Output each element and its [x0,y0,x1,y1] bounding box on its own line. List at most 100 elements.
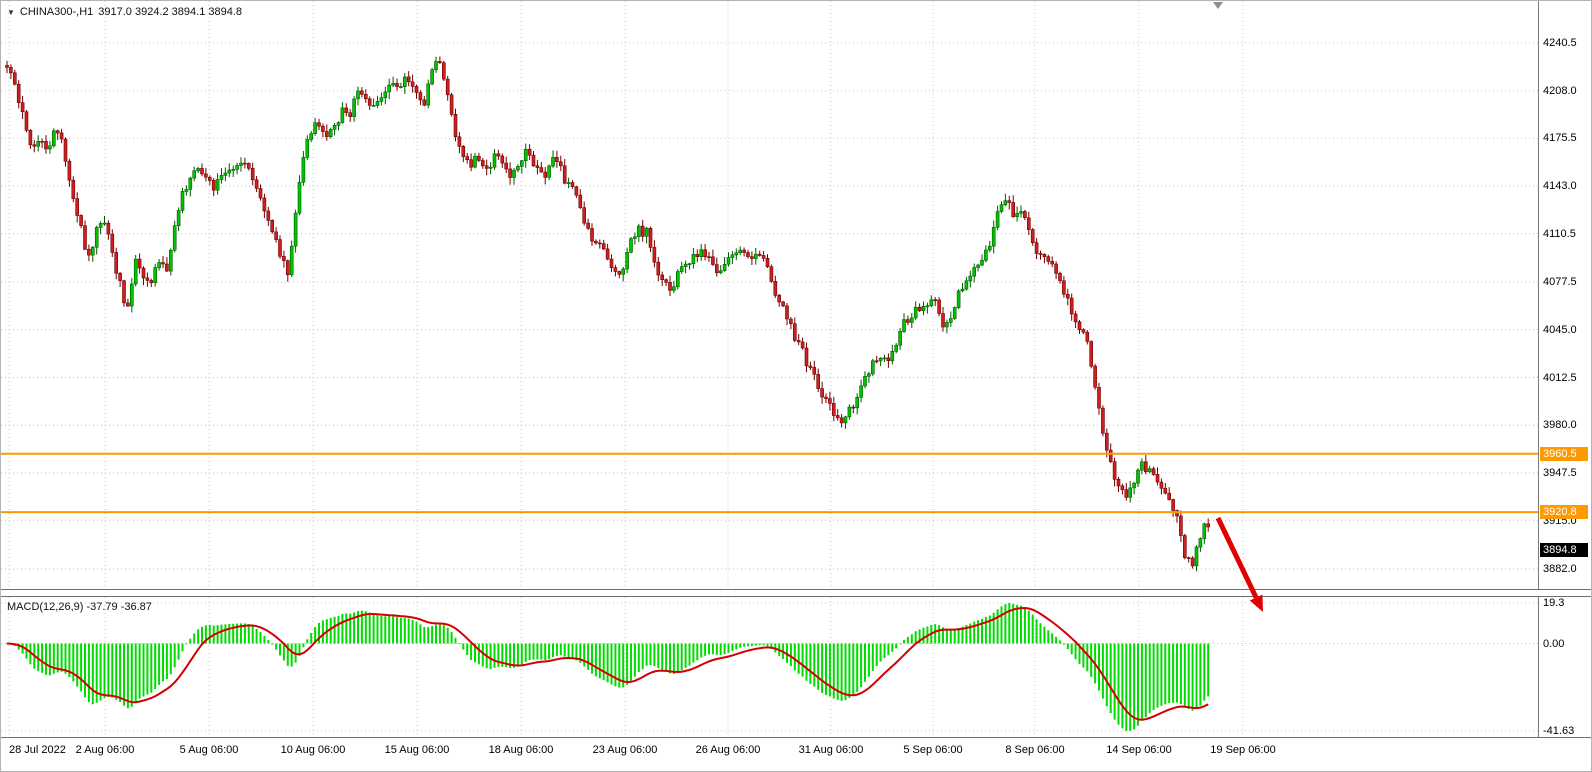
candle-body [555,157,559,163]
macd-bar [825,643,827,695]
macd-bar [224,624,227,644]
time-tick-label: 23 Aug 06:00 [592,744,658,756]
candle-body [67,160,72,181]
macd-bar [918,629,921,644]
candle-body [133,258,138,285]
candle-body [5,65,9,68]
macd-bar [466,643,469,655]
candle-body [617,271,622,275]
candle-body [855,396,860,409]
candle-body [925,305,930,308]
candle-body [828,398,832,404]
candle-body [605,248,610,260]
candle-body [239,162,243,166]
macd-bar [653,643,656,667]
candle-body [906,319,910,323]
candle-body [180,191,185,211]
candle-body [691,254,696,264]
candle-body [434,61,438,70]
candle-body [543,171,548,178]
symbol-dropdown-icon[interactable]: ▼ [7,7,15,17]
macd-bar [1105,643,1108,707]
macd-bar [333,616,336,644]
candle-body [831,403,836,416]
candle-body [1116,478,1121,487]
candle-body [313,122,317,134]
chart-shift-marker-icon[interactable] [1213,2,1223,9]
macd-bar [969,623,972,644]
candle-body [352,98,356,118]
macd-panel[interactable]: MACD(12,26,9) -37.79 -36.87 [1,597,1538,737]
candle-body [991,227,996,247]
candle-body [765,257,770,267]
candle-body [746,252,750,257]
candle-body [1108,449,1113,463]
macd-bar [1199,643,1202,706]
candle-body [980,259,984,266]
candle-body [16,83,21,103]
macd-bar [306,639,309,644]
candle-body [208,176,212,181]
candle-body [750,256,754,259]
candle-body [886,357,891,362]
macd-bar [427,627,430,644]
macd-chart[interactable] [1,597,1538,737]
candle-body [703,249,707,258]
candle-body [527,148,532,156]
macd-bar [321,620,324,644]
time-tick-label: 19 Sep 06:00 [1210,744,1276,756]
price-chart-panel[interactable]: ▼ CHINA300-,H1 3917.0 3924.2 3894.1 3894… [1,1,1538,589]
macd-bar [80,643,83,692]
macd-bar [407,618,410,644]
candle-body [285,260,290,276]
macd-bar [173,643,176,668]
macd-bar [817,643,820,690]
candle-body [79,215,83,226]
macd-bar [770,643,773,649]
macd-bar [762,643,765,646]
price-axis[interactable]: 4240.5 4208.0 4175.5 4143.0 4110.5 4077.5 4045… [1538,1,1591,737]
macd-bar [735,643,738,650]
candle-body [1136,469,1140,484]
macd-bar [1137,643,1139,726]
candle-body [796,340,801,343]
macd-bar [552,643,554,657]
candle-body [379,97,384,102]
time-axis[interactable]: 28 Jul 2022 2 Aug 06:00 5 Aug 06:00 10 Aug … [1,737,1591,771]
candle-body [457,136,462,147]
candle-body [601,243,606,250]
candle-body [516,166,520,171]
candle-body [371,105,376,107]
time-tick-label: 14 Sep 06:00 [1106,744,1172,756]
macd-bar [1004,604,1007,644]
macd-bar [302,643,305,648]
candle-body [636,225,641,237]
candle-body [558,161,563,167]
candle-body [777,294,782,303]
candle-body [1050,260,1054,265]
macd-bar [99,643,102,701]
panel-splitter[interactable] [1,589,1591,597]
candle-body [1194,546,1199,567]
price-tick-label: 3980.0 [1543,419,1577,432]
macd-bar [52,643,55,674]
candlestick-chart[interactable] [1,1,1538,589]
macd-bar [977,620,980,644]
candle-body [672,286,676,291]
macd-bar [1098,643,1100,691]
candle-body [1046,256,1051,262]
macd-bar [1070,643,1073,655]
candle-body [383,91,388,98]
macd-bar [864,643,866,682]
macd-bar [848,643,851,698]
macd-bar [575,643,578,661]
macd-bar [727,643,730,653]
candle-body [301,157,306,183]
macd-bar [56,643,59,673]
price-tick-label: 4143.0 [1543,180,1577,193]
candle-body [266,210,271,221]
macd-bar [150,643,153,693]
macd-bar [856,643,859,692]
macd-bar [123,643,125,706]
macd-bar [204,625,207,644]
